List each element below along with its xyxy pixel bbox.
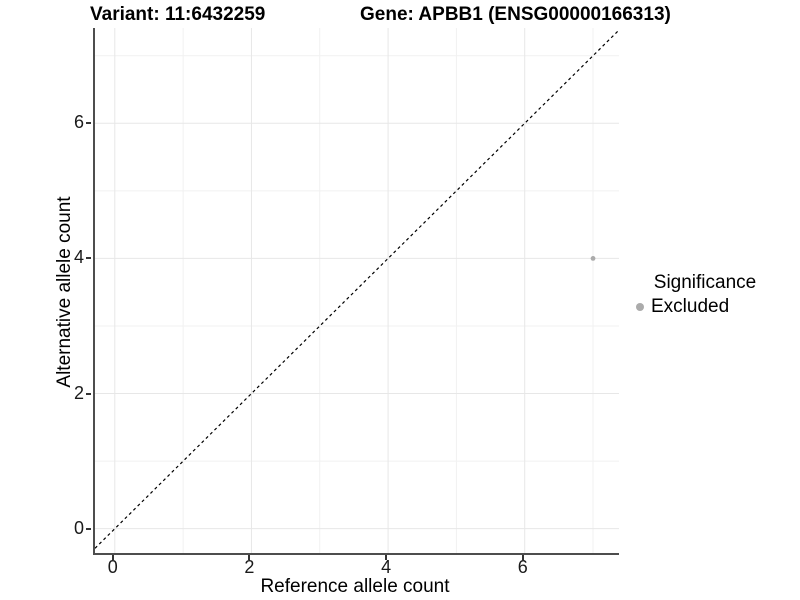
y-axis-title: Alternative allele count [54,196,75,388]
legend-item-excluded: Excluded [630,296,780,318]
y-tick-mark [86,257,91,260]
y-tick-mark [86,392,91,395]
excluded-point-icon [636,303,644,311]
y-tick-label: 2 [73,382,84,403]
plot-area-svg [95,28,619,553]
x-tick-label: 0 [107,557,118,577]
x-tick-label: 6 [517,557,528,577]
legend-title: Significance [653,272,757,293]
legend-item-label: Excluded [651,296,730,317]
x-tick-mark [111,555,114,560]
y-tick-label: 6 [73,112,84,133]
x-tick-label: 4 [381,557,392,577]
identity-dashed-line [95,29,619,549]
x-tick-mark [521,555,524,560]
x-tick-mark [248,555,251,560]
y-tick-label: 0 [73,517,84,538]
y-tick-label: 4 [73,247,84,268]
x-tick-mark [385,555,388,560]
plot-title-gene: Gene: APBB1 (ENSG00000166313) [360,4,671,25]
plot-title-variant: Variant: 11:6432259 [90,4,266,25]
x-tick-label: 2 [244,557,255,577]
x-axis-title: Reference allele count [260,576,450,597]
legend: Significance Excluded [630,272,780,318]
data-point [590,256,596,261]
plot-panel [93,28,619,555]
y-tick-mark [86,122,91,125]
y-tick-mark [86,527,91,530]
